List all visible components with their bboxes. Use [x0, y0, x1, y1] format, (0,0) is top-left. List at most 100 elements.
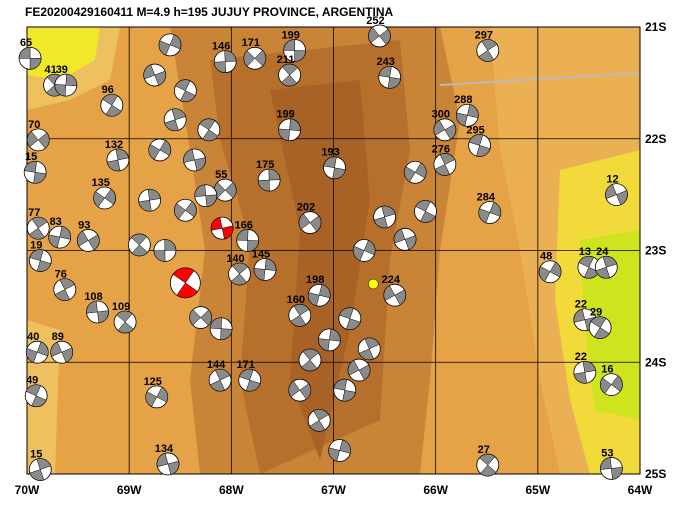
- depth-label: 49: [26, 375, 38, 387]
- beachball-quadrants: [433, 119, 457, 140]
- beachball-quadrants: [213, 50, 237, 73]
- focal-mechanism: [28, 249, 52, 272]
- depth-label: 16: [601, 364, 613, 376]
- focal-mechanism: [433, 153, 457, 176]
- beachball-quadrants: [164, 108, 187, 132]
- focal-mechanism: [357, 337, 381, 361]
- depth-label: 166: [235, 219, 253, 231]
- beachball-quadrants: [77, 230, 100, 251]
- focal-mechanism: [238, 368, 262, 392]
- depth-label: 96: [102, 84, 114, 96]
- beachball-quadrants: [307, 284, 331, 307]
- beachball-quadrants: [478, 39, 498, 62]
- lon-label: 66W: [423, 483, 448, 497]
- focal-mechanism: [18, 46, 42, 70]
- focal-mechanism: [24, 384, 48, 408]
- depth-label: 276: [432, 143, 450, 155]
- focal-mechanism: [194, 184, 218, 208]
- depth-label: 140: [226, 253, 244, 265]
- focal-mechanism: [189, 306, 213, 329]
- depth-label: 134: [155, 443, 174, 455]
- beachball-quadrants: [26, 341, 49, 363]
- map-title: FE20200429160411 M=4.9 h=195 JUJUY PROVI…: [25, 5, 394, 19]
- depth-label: 199: [281, 29, 299, 41]
- depth-label: 39: [56, 64, 68, 76]
- depth-label: 76: [55, 269, 67, 281]
- beachball-quadrants: [479, 453, 497, 477]
- focal-mechanism: [288, 303, 312, 327]
- focal-mechanism: [169, 267, 201, 299]
- depth-label: 288: [454, 94, 472, 106]
- focal-mechanism: [197, 118, 221, 142]
- beachball-quadrants: [54, 278, 75, 301]
- beachball-quadrants: [153, 239, 177, 262]
- focal-mechanism: [153, 239, 177, 262]
- focal-mechanism: [173, 79, 197, 103]
- focal-mechanism: [54, 73, 78, 97]
- depth-label: 252: [366, 15, 384, 27]
- beachball-quadrants: [253, 258, 277, 281]
- focal-mechanism: [378, 65, 402, 89]
- beachball-quadrants: [434, 153, 456, 176]
- focal-mechanism: [228, 262, 251, 286]
- focal-mechanism: [106, 148, 130, 172]
- depth-label: 15: [30, 448, 42, 460]
- beachball-quadrants: [172, 267, 198, 299]
- beachball-quadrants: [573, 361, 596, 384]
- lon-label: 68W: [219, 483, 244, 497]
- focal-mechanism: [243, 46, 267, 70]
- depth-label: 19: [30, 239, 42, 251]
- beachball-quadrants: [210, 217, 234, 240]
- focal-mechanism: [577, 255, 601, 279]
- beachball-quadrants: [93, 188, 116, 208]
- beachball-quadrants: [24, 161, 47, 184]
- beachball-quadrants: [339, 307, 361, 330]
- depth-label: 48: [540, 251, 552, 263]
- beachball-quadrants: [145, 386, 169, 407]
- focal-mechanism: [368, 24, 391, 48]
- depth-label: 27: [478, 444, 490, 456]
- beachball-quadrants: [352, 240, 376, 261]
- beachball-quadrants: [415, 200, 436, 223]
- beachball-quadrants: [26, 130, 50, 149]
- depth-label: 29: [590, 307, 602, 319]
- beachball-quadrants: [298, 213, 322, 232]
- lon-label: 64W: [628, 483, 653, 497]
- beachball-quadrants: [347, 360, 371, 381]
- event-dot: [368, 278, 379, 290]
- focal-mechanism: [599, 457, 623, 480]
- depth-label: 93: [78, 219, 90, 231]
- beachball-quadrants: [143, 64, 166, 86]
- depth-label: 171: [242, 37, 260, 49]
- depth-label: 12: [606, 174, 618, 186]
- depth-label: 297: [475, 29, 493, 41]
- focal-mechanism: [48, 225, 72, 249]
- depth-label: 77: [28, 207, 40, 219]
- depth-label: 144: [207, 359, 226, 371]
- beachball-quadrants: [116, 310, 134, 334]
- beachball-quadrants: [378, 66, 401, 89]
- beachball-quadrants: [323, 156, 346, 180]
- depth-label: 65: [20, 37, 32, 49]
- beachball-quadrants: [590, 316, 610, 339]
- focal-mechanism: [158, 33, 182, 57]
- depth-label: 109: [112, 301, 130, 313]
- beachball-quadrants: [328, 439, 351, 462]
- beachball-quadrants: [468, 134, 491, 157]
- beachball-quadrants: [290, 304, 310, 327]
- focal-mechanism: [213, 50, 237, 74]
- depth-label: 202: [297, 201, 315, 213]
- focal-mechanism: [476, 453, 500, 477]
- lat-label: 24S: [645, 355, 666, 369]
- focal-mechanism: [323, 156, 346, 180]
- beachball-quadrants: [25, 384, 47, 407]
- beachball-quadrants: [333, 378, 356, 402]
- focal-mechanism: [318, 328, 341, 352]
- depth-label: 15: [25, 151, 37, 163]
- focal-mechanism: [347, 358, 371, 382]
- depth-label: 53: [601, 447, 613, 459]
- beachball-quadrants: [236, 229, 259, 252]
- focal-mechanism: [414, 199, 437, 223]
